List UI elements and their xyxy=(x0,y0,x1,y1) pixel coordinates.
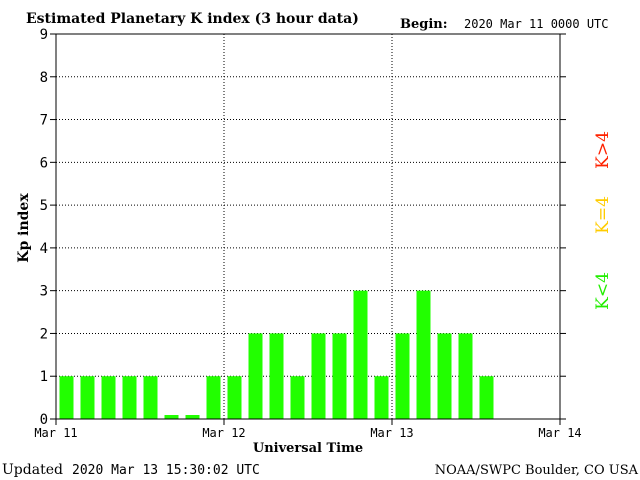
y-tick-label: 0 xyxy=(40,412,48,428)
begin-value: 2020 Mar 11 0000 UTC xyxy=(464,17,609,31)
kp-bar xyxy=(206,376,221,419)
x-tick-label: Mar 14 xyxy=(538,426,581,440)
kp-bar xyxy=(122,376,137,419)
y-tick-label: 8 xyxy=(40,70,48,86)
x-tick-label: Mar 13 xyxy=(370,426,413,440)
y-tick-label: 5 xyxy=(40,198,48,214)
kp-bar xyxy=(416,290,431,419)
x-tick-label: Mar 12 xyxy=(202,426,245,440)
y-tick-label: 3 xyxy=(40,284,48,300)
updated-label: Updated xyxy=(2,462,63,478)
legend-quiet-label: K<4 xyxy=(593,272,613,310)
legend-storm-label: K>4 xyxy=(593,131,613,169)
kp-bar xyxy=(311,333,326,419)
kp-bars xyxy=(59,290,494,419)
chart-title: Estimated Planetary K index (3 hour data… xyxy=(26,11,359,27)
kp-bar xyxy=(395,333,410,419)
y-axis-ticks: 0 1 2 3 4 5 6 7 8 9 xyxy=(40,27,566,428)
kp-bar xyxy=(143,376,158,419)
kp-bar xyxy=(59,376,74,419)
x-tick-label: Mar 11 xyxy=(34,426,77,440)
x-axis-label: Universal Time xyxy=(253,441,363,456)
y-axis-label: Kp index xyxy=(16,193,32,263)
y-tick-label: 6 xyxy=(40,155,48,171)
kp-bar xyxy=(458,333,473,419)
y-tick-label: 1 xyxy=(40,369,48,385)
y-tick-label: 2 xyxy=(40,326,48,342)
kp-bar xyxy=(353,290,368,419)
kp-bar xyxy=(227,376,242,419)
plot-frame xyxy=(55,33,561,420)
kp-bar xyxy=(248,333,263,419)
legend-active-label: K=4 xyxy=(593,196,613,234)
kp-bar xyxy=(290,376,305,419)
y-tick-label: 9 xyxy=(40,27,48,43)
y-tick-label: 4 xyxy=(40,241,48,257)
kp-bar xyxy=(164,415,179,419)
source-credit: NOAA/SWPC Boulder, CO USA xyxy=(435,463,639,478)
x-axis-ticks: Mar 11 Mar 12 Mar 13 Mar 14 xyxy=(34,419,582,440)
kp-bar xyxy=(269,333,284,419)
kp-bar xyxy=(80,376,95,419)
kp-bar xyxy=(479,376,494,419)
updated-value: 2020 Mar 13 15:30:02 UTC xyxy=(72,463,260,478)
y-tick-label: 7 xyxy=(40,113,48,129)
kp-bar xyxy=(437,333,452,419)
kp-bar xyxy=(101,376,116,419)
kp-bar xyxy=(185,415,200,419)
kp-bar xyxy=(332,333,347,419)
kp-bar xyxy=(374,376,389,419)
begin-label: Begin: xyxy=(400,17,448,32)
grid-lines xyxy=(56,34,560,419)
